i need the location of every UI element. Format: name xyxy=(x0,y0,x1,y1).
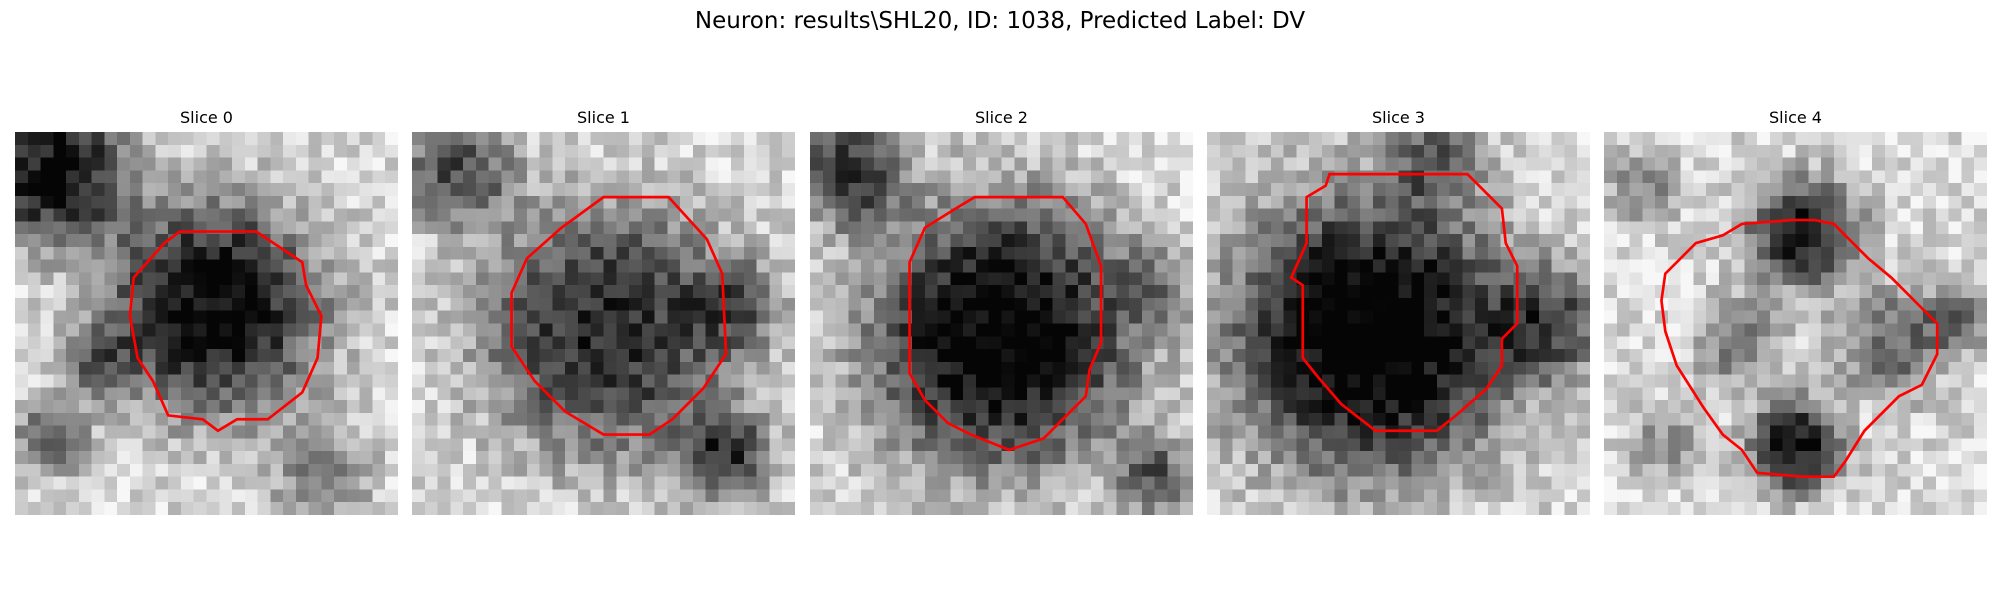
slice-panel-1: Slice 1 xyxy=(412,108,795,515)
pixel-grid xyxy=(412,132,795,515)
slice-image-4 xyxy=(1604,132,1987,515)
neuron-contour xyxy=(128,230,323,433)
pixel-grid xyxy=(810,132,1193,515)
slice-panel-2: Slice 2 xyxy=(810,108,1193,515)
slice-title-3: Slice 3 xyxy=(1372,108,1425,127)
neuron-contour xyxy=(1660,218,1939,479)
slice-panel-4: Slice 4 xyxy=(1604,108,1987,515)
slice-image-3 xyxy=(1207,132,1590,515)
slice-title-0: Slice 0 xyxy=(180,108,233,127)
pixel-grid xyxy=(1604,132,1987,515)
slice-panel-3: Slice 3 xyxy=(1207,108,1590,515)
figure-title: Neuron: results\SHL20, ID: 1038, Predict… xyxy=(694,8,1306,34)
slice-title-2: Slice 2 xyxy=(975,108,1028,127)
neuron-contour xyxy=(510,195,728,436)
slice-panel-0: Slice 0 xyxy=(15,108,398,515)
pixel-grid xyxy=(1207,132,1590,515)
neuron-contour xyxy=(1289,172,1519,433)
slice-image-2 xyxy=(810,132,1193,515)
neuron-contour xyxy=(908,195,1103,452)
slice-title-4: Slice 4 xyxy=(1769,108,1822,127)
slice-title-1: Slice 1 xyxy=(577,108,630,127)
pixel-grid xyxy=(15,132,398,515)
slice-image-0 xyxy=(15,132,398,515)
slice-image-1 xyxy=(412,132,795,515)
